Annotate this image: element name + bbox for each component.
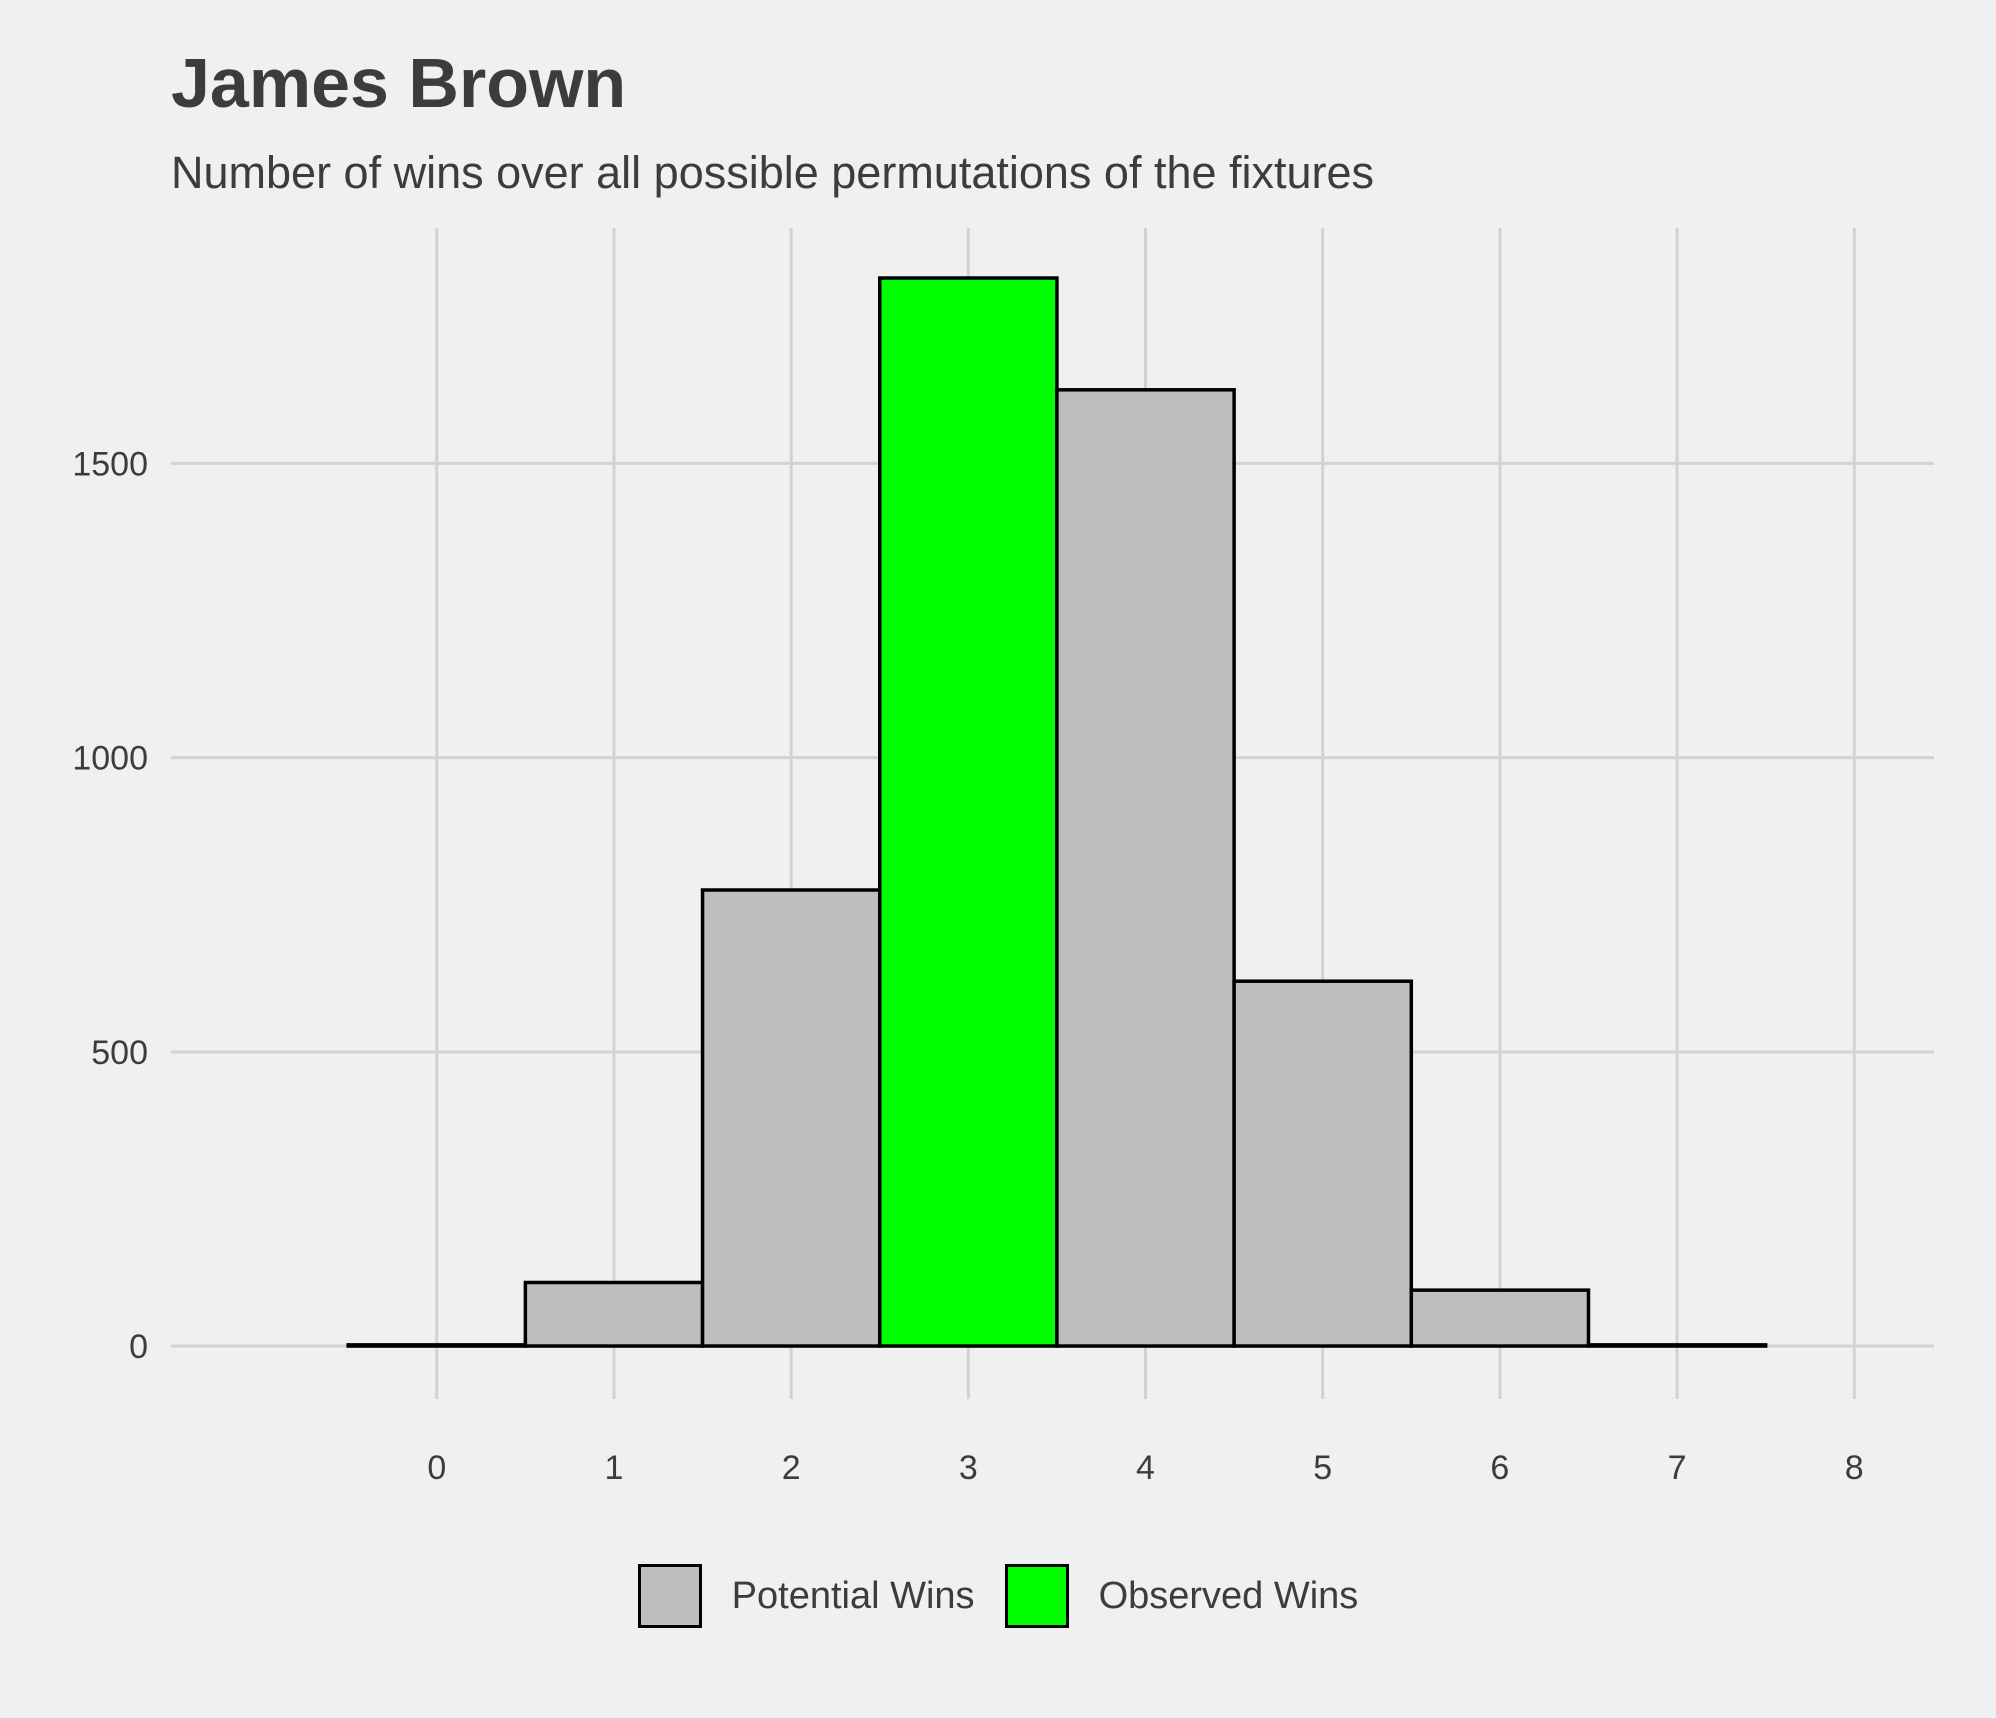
legend-item-observed: Observed Wins xyxy=(1004,1564,1359,1628)
bar-2 xyxy=(700,888,882,1348)
bar-3 xyxy=(877,276,1059,1348)
legend: Potential Wins Observed Wins xyxy=(0,1564,1996,1628)
x-tick-label-7: 7 xyxy=(1668,1449,1687,1487)
y-tick-label-500: 500 xyxy=(91,1034,148,1072)
bar-7 xyxy=(1586,1343,1768,1348)
bars xyxy=(346,276,1768,1348)
legend-key-potential xyxy=(637,1564,702,1628)
x-tick-label-0: 0 xyxy=(427,1449,446,1487)
bar-0 xyxy=(346,1343,528,1348)
x-tick-label-5: 5 xyxy=(1313,1449,1332,1487)
chart-title: James Brown xyxy=(171,44,627,122)
legend-item-potential: Potential Wins xyxy=(637,1564,975,1628)
legend-key-observed xyxy=(1004,1564,1069,1628)
bar-1 xyxy=(523,1280,705,1348)
bar-6 xyxy=(1409,1288,1591,1348)
x-axis-tick-labels: 0 1 2 3 4 5 6 7 8 xyxy=(427,1449,1863,1487)
y-axis-tick-labels: 0 500 1000 1500 xyxy=(72,445,148,1366)
x-tick-label-4: 4 xyxy=(1136,1449,1155,1487)
y-tick-label-1000: 1000 xyxy=(72,740,148,778)
y-tick-label-0: 0 xyxy=(129,1328,148,1366)
y-tick-label-1500: 1500 xyxy=(72,445,148,483)
x-tick-label-3: 3 xyxy=(959,1449,978,1487)
legend-label-observed: Observed Wins xyxy=(1098,1574,1359,1617)
chart-subtitle: Number of wins over all possible permuta… xyxy=(171,147,1375,198)
x-tick-label-2: 2 xyxy=(782,1449,801,1487)
x-tick-label-6: 6 xyxy=(1490,1449,1509,1487)
x-tick-label-1: 1 xyxy=(605,1449,624,1487)
legend-label-potential: Potential Wins xyxy=(731,1574,975,1617)
bar-4 xyxy=(1055,388,1236,1348)
x-tick-label-8: 8 xyxy=(1845,1449,1864,1487)
bar-5 xyxy=(1232,979,1414,1348)
